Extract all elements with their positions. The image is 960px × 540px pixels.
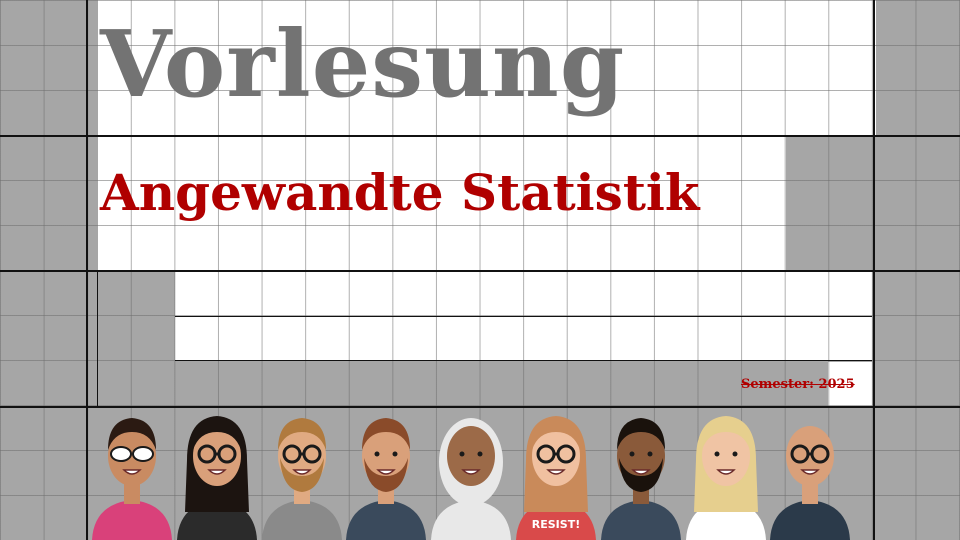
semester-year: 2025 [818, 377, 855, 392]
avatar-hijab-woman [431, 418, 512, 540]
avatar-sunglasses-man [92, 418, 172, 540]
avatar-bald-man [770, 426, 851, 540]
slide-title: Vorlesung [100, 10, 626, 118]
rule-h2 [0, 270, 960, 272]
slide-subtitle: Angewandte Statistik [100, 163, 700, 222]
semester-label-text: Semester: [741, 377, 814, 392]
rule-info-mid [175, 316, 872, 317]
avatar-resist-woman: RESIST! [516, 416, 596, 540]
avatar-hoodie-man [346, 418, 427, 540]
avatar-bearded-blond-man [261, 418, 342, 540]
rule-h1 [0, 135, 960, 137]
rule-inner-left [97, 272, 98, 406]
shirt-text: RESIST! [532, 518, 580, 531]
avatars-row: RESIST! [88, 400, 872, 540]
avatar-curly-bearded-man [600, 418, 681, 540]
avatar-blonde-woman [685, 416, 766, 540]
avatar-flower-crown-woman [176, 416, 257, 540]
semester-label: Semester: 2025 [741, 377, 855, 392]
rule-h3 [0, 406, 960, 408]
rule-info-bottom [175, 360, 872, 361]
